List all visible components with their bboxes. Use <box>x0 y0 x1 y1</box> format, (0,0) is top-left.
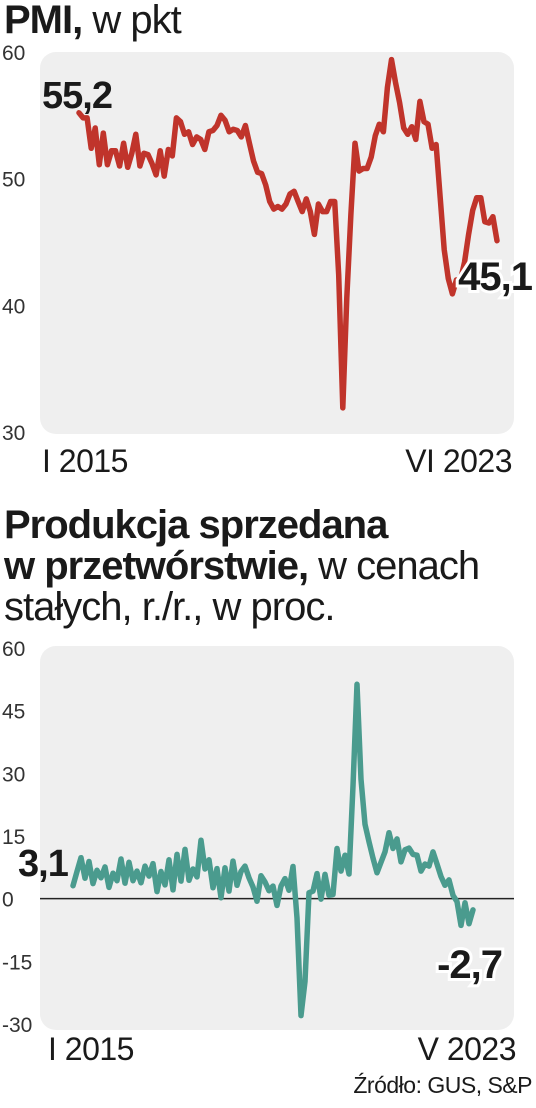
y-tick-label: 0 <box>2 889 14 912</box>
y-tick-label: 50 <box>2 169 25 192</box>
y-tick-label: -30 <box>2 1014 32 1037</box>
first-value-label: 55,2 <box>42 75 112 117</box>
y-tick-label: 60 <box>2 42 25 65</box>
last-value-label: 45,1 <box>458 255 533 299</box>
pmi-title-unit: w pkt <box>82 0 181 42</box>
x-start-label: I 2015 <box>42 443 128 479</box>
y-tick-label: 30 <box>2 763 25 786</box>
plot-background <box>40 646 514 1030</box>
y-tick-label: -15 <box>2 951 32 974</box>
production-title: Produkcja sprzedana w przetwórstwie, w c… <box>4 503 480 629</box>
y-tick-label: 60 <box>2 638 25 661</box>
series-line <box>76 56 500 411</box>
series-line <box>70 681 476 1019</box>
x-end-label: V 2023 <box>418 1031 516 1067</box>
plot-background <box>40 52 514 434</box>
source-note: Źródło: GUS, S&P <box>353 1072 532 1098</box>
y-tick-label: 40 <box>2 295 25 318</box>
y-tick-label: 15 <box>2 826 25 849</box>
y-tick-label: 30 <box>2 422 25 445</box>
pmi-title-bold: PMI, <box>4 0 83 42</box>
x-end-label: VI 2023 <box>405 443 512 479</box>
first-value-label: 3,1 <box>18 843 69 885</box>
y-tick-label: 45 <box>2 701 25 724</box>
last-value-label: -2,7 <box>437 943 502 987</box>
x-start-label: I 2015 <box>48 1031 134 1067</box>
pmi-chart: 60 50 40 30 55,2 45,1 I 2015 VI 2023 <box>2 42 536 479</box>
production-title-line-2-bold: w przetwórstwie, <box>4 544 309 588</box>
production-title-line-3: stałych, r./r., w proc. <box>4 585 335 629</box>
production-chart: 60 45 30 15 0 -15 -30 3,1 -2,7 I 2015 V 2023 <box>2 638 517 1067</box>
pmi-title: PMI, w pkt <box>4 0 182 42</box>
production-title-line-2-rest: w cenach <box>308 544 480 588</box>
production-title-line-1: Produkcja sprzedana <box>4 503 388 547</box>
